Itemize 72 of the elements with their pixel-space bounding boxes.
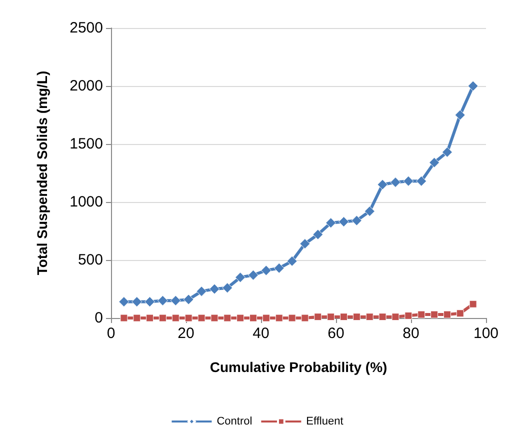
point [416, 176, 427, 186]
point [352, 313, 360, 321]
y-tick-label: 2000 [70, 78, 103, 94]
point [210, 314, 218, 322]
point [429, 157, 440, 168]
point [443, 310, 451, 318]
point [157, 295, 168, 306]
y-tick-label: 500 [78, 252, 103, 268]
point [209, 284, 220, 294]
point [183, 294, 194, 305]
point [274, 262, 284, 274]
point [456, 310, 464, 318]
x-tick-label: 80 [402, 325, 420, 342]
point [146, 314, 154, 322]
point [224, 314, 232, 322]
point [312, 229, 324, 240]
point [235, 272, 246, 283]
x-tick-label: 100 [473, 325, 499, 342]
x-tick-label: 60 [328, 325, 344, 342]
point [196, 286, 207, 297]
point [430, 310, 438, 318]
point [275, 314, 283, 322]
y-axis-title: Total Suspended Solids (mg/L) [34, 70, 50, 276]
point [377, 179, 388, 190]
point [170, 295, 181, 306]
x-axis-title: Cumulative Probability (%) [210, 359, 388, 375]
x-tick-label: 20 [178, 325, 194, 342]
legend-label: Effluent [306, 416, 344, 428]
point [454, 110, 466, 120]
point [184, 314, 192, 322]
point [248, 270, 258, 280]
legend-label: Control [216, 416, 252, 428]
point [442, 146, 452, 158]
point [327, 313, 335, 321]
point [392, 313, 400, 321]
point [378, 313, 386, 321]
point [236, 314, 244, 322]
point [172, 314, 180, 322]
point [364, 206, 375, 217]
point [301, 314, 309, 322]
point [132, 296, 142, 308]
point [468, 80, 478, 92]
point [338, 216, 350, 227]
y-tick-label: 2500 [70, 20, 103, 36]
point [120, 314, 128, 322]
x-tick-label: 0 [106, 325, 116, 342]
point [469, 300, 477, 308]
point [403, 176, 414, 186]
point [404, 312, 412, 320]
x-tick-label: 40 [252, 325, 270, 342]
point [288, 314, 296, 322]
point [351, 215, 362, 226]
point [326, 218, 336, 228]
point [366, 313, 374, 321]
point [158, 314, 166, 322]
point [314, 313, 322, 321]
point [390, 177, 401, 188]
y-tick-label: 1000 [70, 194, 103, 210]
y-tick-label: 1500 [70, 136, 103, 152]
point [286, 256, 298, 266]
point [418, 310, 426, 318]
point [260, 265, 272, 276]
y-tick-label: 0 [94, 310, 103, 326]
point [300, 238, 310, 250]
point [249, 314, 257, 322]
point [222, 282, 233, 294]
point [340, 313, 348, 321]
point [198, 314, 206, 322]
point [144, 296, 156, 308]
point [262, 314, 270, 322]
point [118, 296, 130, 308]
point [133, 314, 141, 322]
